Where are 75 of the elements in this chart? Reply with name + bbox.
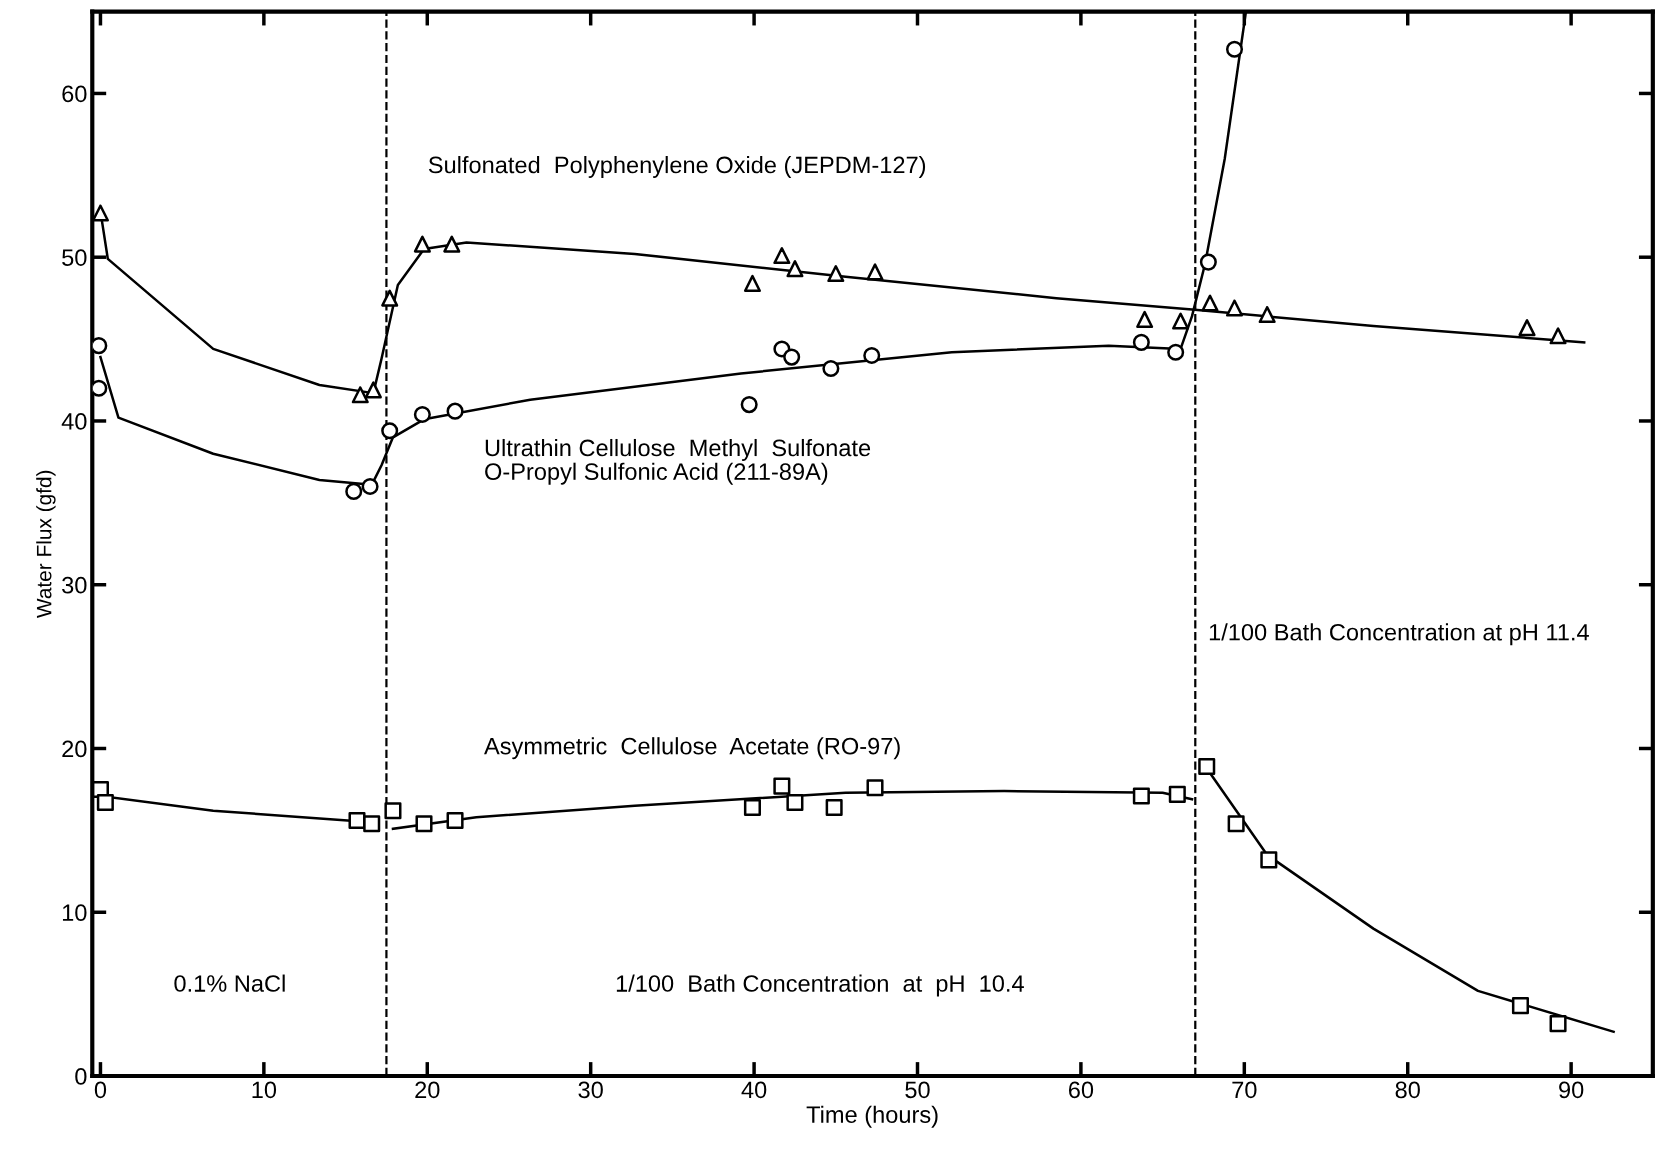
- y-axis-title: Water Flux (gfd): [36, 470, 56, 618]
- point: [92, 337, 108, 355]
- point: [92, 204, 109, 222]
- point: [822, 360, 840, 378]
- point: [1258, 305, 1276, 324]
- x-tick-label: 30: [578, 1081, 603, 1099]
- y-tick-label: 40: [61, 413, 87, 430]
- x-tick-label: 50: [905, 1081, 930, 1099]
- point: [786, 794, 804, 812]
- point: [1511, 997, 1530, 1015]
- y-tick-label: 10: [62, 904, 87, 922]
- point: [96, 794, 114, 812]
- annotation: Sulfonated Polyphenylene Oxide (JEPDM-127): [428, 155, 926, 178]
- point: [1549, 327, 1567, 345]
- annotation: Ultrathin Cellulose Methyl Sulfonate O-Propyl Sulfonic Acid (211-89A): [485, 438, 871, 485]
- point: [1201, 294, 1219, 312]
- point: [825, 798, 843, 816]
- point: [827, 265, 845, 283]
- point: [863, 346, 881, 364]
- point: [743, 798, 761, 816]
- annotation: 1/100 Bath Concentration at pH 11.4: [1209, 623, 1589, 646]
- point: [1199, 253, 1217, 271]
- annotation: 0.1% NaCl: [174, 974, 285, 992]
- point: [1225, 299, 1244, 317]
- point: [866, 779, 884, 797]
- point: [786, 260, 804, 278]
- point: [743, 274, 761, 292]
- point: [363, 815, 381, 833]
- y-tick-label: 20: [62, 740, 87, 758]
- point: [773, 777, 791, 795]
- x-tick-label: 80: [1395, 1081, 1420, 1099]
- point: [443, 235, 461, 253]
- point: [1136, 310, 1154, 328]
- y-tick-label: 30: [62, 576, 87, 594]
- x-tick-label: 10: [252, 1081, 277, 1099]
- annotation: 1/100 Bath Concentration at pH 10.4: [616, 974, 1024, 997]
- x-axis-title: Time (hours): [806, 1105, 938, 1128]
- point: [361, 477, 379, 496]
- x-tick-label: 40: [741, 1081, 767, 1099]
- x-tick-label: 20: [415, 1081, 440, 1099]
- point: [92, 379, 108, 397]
- point: [1132, 333, 1150, 351]
- point: [1172, 312, 1190, 330]
- point: [413, 235, 431, 253]
- point: [446, 812, 464, 830]
- point: [1227, 815, 1245, 833]
- point: [1518, 319, 1536, 337]
- annotation: Asymmetric Cellulose Acetate (RO-97): [484, 737, 900, 760]
- x-tick-label: 70: [1232, 1081, 1257, 1099]
- point: [1198, 757, 1216, 776]
- point: [348, 812, 366, 830]
- y-tick-label: 50: [62, 249, 87, 266]
- y-tick-label: 0: [75, 1068, 87, 1085]
- point: [446, 402, 464, 420]
- point: [351, 386, 369, 404]
- point: [415, 815, 433, 833]
- point: [773, 247, 791, 265]
- point: [1167, 343, 1185, 361]
- point: [384, 802, 402, 820]
- point: [364, 381, 382, 399]
- point: [381, 289, 399, 307]
- y-tick-label: 60: [62, 85, 87, 103]
- point: [740, 396, 758, 414]
- point: [1549, 1015, 1567, 1033]
- point: [413, 405, 431, 423]
- point: [1132, 787, 1150, 805]
- point: [1260, 851, 1278, 869]
- point: [1168, 785, 1186, 803]
- x-tick-label: 90: [1559, 1081, 1584, 1099]
- point: [345, 482, 363, 500]
- point: [1225, 40, 1244, 58]
- x-tick-label: 60: [1068, 1081, 1094, 1099]
- x-tick-label: 0: [94, 1081, 107, 1099]
- point: [783, 348, 801, 366]
- point: [381, 422, 399, 440]
